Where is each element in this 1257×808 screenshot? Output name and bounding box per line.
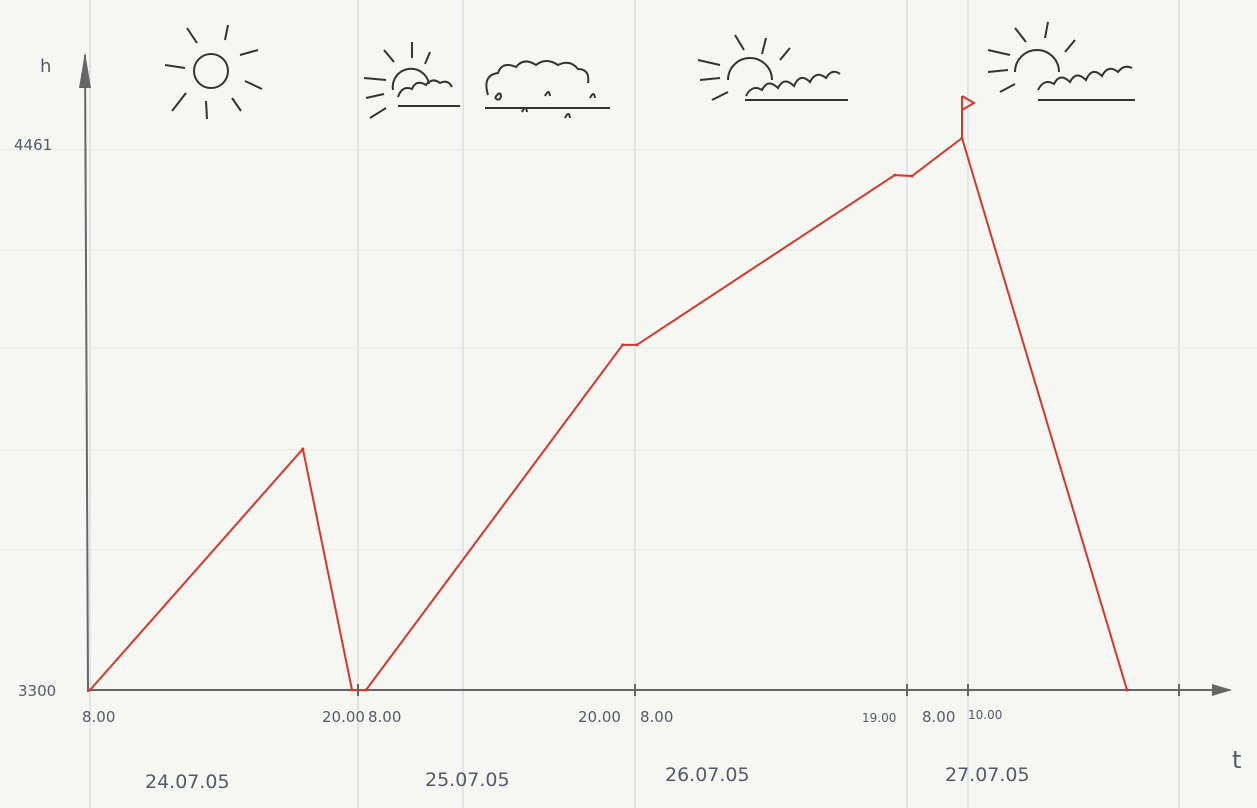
x-tick-label: 8.00 bbox=[368, 708, 401, 726]
date-label: 26.07.05 bbox=[665, 764, 750, 786]
flag-icon bbox=[961, 95, 976, 138]
x-tick-label: 10.00 bbox=[968, 708, 1002, 722]
data-point bbox=[350, 688, 354, 692]
x-axis-arrow-icon bbox=[1212, 684, 1232, 696]
data-point bbox=[910, 174, 914, 178]
y-axis-arrow-icon bbox=[79, 52, 91, 88]
sun-icon bbox=[164, 24, 263, 120]
x-tick-label: 20.00 bbox=[578, 708, 621, 726]
y-tick-label: 3300 bbox=[18, 682, 56, 700]
date-label: 27.07.05 bbox=[945, 764, 1030, 786]
data-point bbox=[364, 688, 368, 692]
sun-behind-cloud-icon bbox=[363, 42, 460, 119]
x-tick-label: 8.00 bbox=[82, 708, 115, 726]
x-axis-label: t bbox=[1232, 746, 1241, 774]
x-tick-label: 20.00 bbox=[322, 708, 365, 726]
data-point bbox=[621, 343, 625, 347]
x-tick-labels: 8.00 20.00 8.00 20.00 8.00 19.00 8.00 10.00 bbox=[82, 708, 1002, 726]
x-tick-label: 8.00 bbox=[922, 708, 955, 726]
data-point bbox=[88, 688, 92, 692]
sun-behind-cloud-icon bbox=[697, 34, 848, 101]
series-line bbox=[88, 136, 1129, 692]
date-label: 25.07.05 bbox=[425, 769, 510, 791]
y-tick-label: 4461 bbox=[14, 136, 52, 154]
date-label: 24.07.05 bbox=[145, 771, 230, 793]
y-axis-label: h bbox=[40, 56, 51, 77]
y-axis bbox=[84, 54, 89, 693]
rain-cloud-icon bbox=[485, 60, 610, 119]
data-point bbox=[1125, 688, 1129, 692]
x-tick-label: 8.00 bbox=[640, 708, 673, 726]
data-point bbox=[301, 447, 305, 451]
date-labels: 24.07.05 25.07.05 26.07.05 27.07.05 bbox=[145, 764, 1030, 793]
x-tick-label: 19.00 bbox=[862, 711, 896, 725]
data-point bbox=[893, 173, 897, 177]
sun-behind-cloud-icon bbox=[987, 21, 1135, 101]
data-point bbox=[635, 343, 639, 347]
series-line-path bbox=[89, 137, 1128, 691]
